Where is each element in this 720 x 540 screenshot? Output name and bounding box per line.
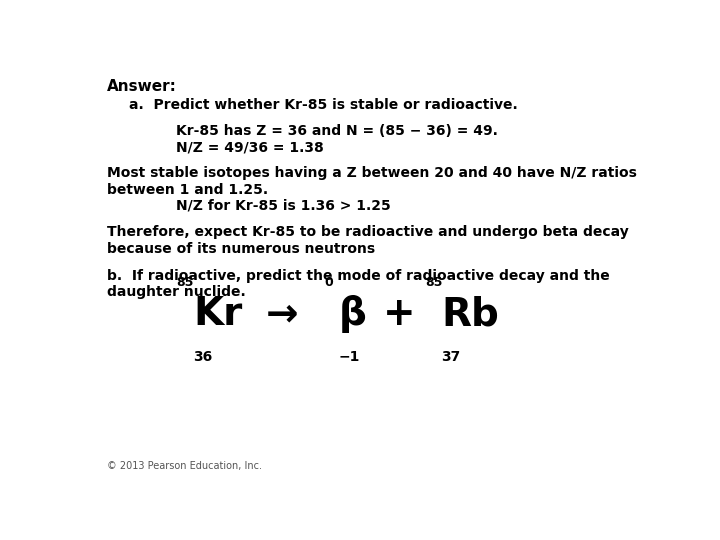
Text: © 2013 Pearson Education, Inc.: © 2013 Pearson Education, Inc. (107, 462, 262, 471)
Text: N/Z for Kr-85 is 1.36 > 1.25: N/Z for Kr-85 is 1.36 > 1.25 (176, 199, 391, 213)
Text: Therefore, expect Kr-85 to be radioactive and undergo beta decay: Therefore, expect Kr-85 to be radioactiv… (107, 225, 629, 239)
Text: Kr-85 has Z = 36 and N = (85 − 36) = 49.: Kr-85 has Z = 36 and N = (85 − 36) = 49. (176, 124, 498, 138)
Text: N/Z = 49/36 = 1.38: N/Z = 49/36 = 1.38 (176, 140, 324, 154)
Text: −1: −1 (338, 349, 360, 363)
Text: 37: 37 (441, 349, 461, 363)
Text: 85: 85 (425, 276, 442, 289)
Text: b.  If radioactive, predict the mode of radioactive decay and the: b. If radioactive, predict the mode of r… (107, 268, 610, 282)
Text: because of its numerous neutrons: because of its numerous neutrons (107, 241, 375, 255)
Text: Kr: Kr (193, 295, 243, 333)
Text: 85: 85 (176, 276, 194, 289)
Text: 0: 0 (324, 276, 333, 289)
Text: +: + (383, 295, 415, 333)
Text: β: β (338, 295, 366, 333)
Text: Rb: Rb (441, 295, 500, 333)
Text: →: → (266, 295, 298, 333)
Text: between 1 and 1.25.: between 1 and 1.25. (107, 183, 268, 197)
Text: Most stable isotopes having a Z between 20 and 40 have N/Z ratios: Most stable isotopes having a Z between … (107, 166, 636, 180)
Text: 36: 36 (193, 349, 212, 363)
Text: a.  Predict whether Kr-85 is stable or radioactive.: a. Predict whether Kr-85 is stable or ra… (129, 98, 518, 112)
Text: Answer:: Answer: (107, 79, 176, 94)
Text: daughter nuclide.: daughter nuclide. (107, 285, 246, 299)
